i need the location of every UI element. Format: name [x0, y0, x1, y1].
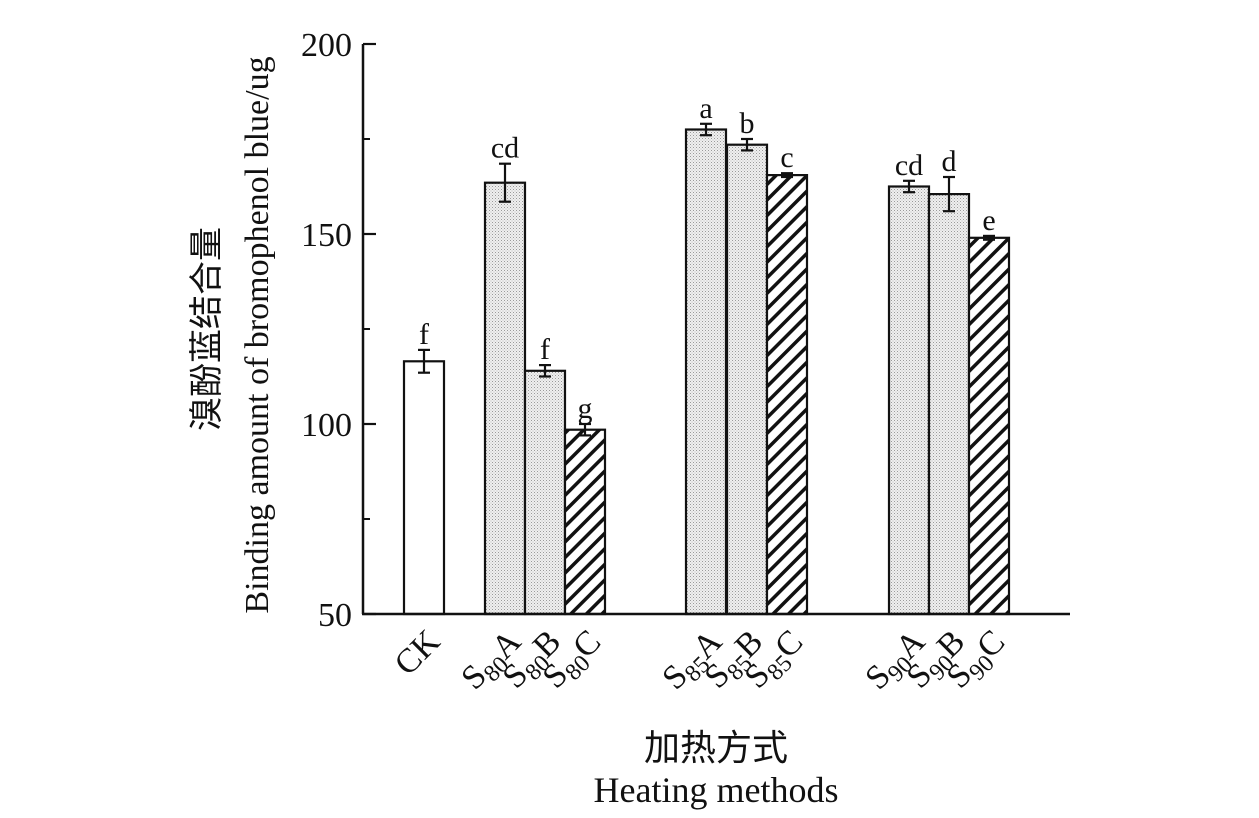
y-tick-label: 200 — [301, 27, 352, 64]
significance-label: a — [699, 92, 712, 125]
bar-s80b — [523, 369, 567, 616]
y-ticks: 50 100 150 200 — [301, 27, 376, 634]
bar-s80a — [483, 181, 527, 616]
bar-s90a — [887, 185, 931, 616]
x-axis-title-en: Heating methods — [594, 770, 839, 810]
significance-label: e — [982, 204, 995, 237]
x-tick-label-base: CK — [388, 623, 448, 683]
bar-s85c — [765, 174, 809, 616]
bar-ck — [402, 360, 446, 616]
significance-label: cd — [491, 132, 519, 165]
significance-label: f — [540, 333, 550, 366]
significance-label: g — [578, 392, 593, 425]
y-axis-title-en: Binding amount of bromophenol blue/ug — [239, 56, 276, 613]
y-tick-label: 150 — [301, 217, 352, 254]
x-tick-label: CK — [388, 623, 448, 683]
y-tick-label: 100 — [301, 407, 352, 444]
bar-s85b — [725, 143, 769, 616]
significance-label: b — [740, 107, 755, 140]
y-tick-label: 50 — [318, 597, 352, 634]
bar-s85a — [684, 128, 728, 616]
significance-label: d — [942, 145, 957, 178]
bar-s80c — [563, 428, 607, 616]
significance-label: c — [780, 141, 793, 174]
bar-s90b — [927, 193, 971, 616]
significance-label: f — [419, 318, 429, 351]
bar-s90c — [967, 236, 1011, 616]
significance-label: cd — [895, 149, 923, 182]
y-axis-title-cn: 溴酚蓝结合量 — [188, 227, 226, 431]
x-axis-title-cn: 加热方式 — [644, 728, 788, 768]
